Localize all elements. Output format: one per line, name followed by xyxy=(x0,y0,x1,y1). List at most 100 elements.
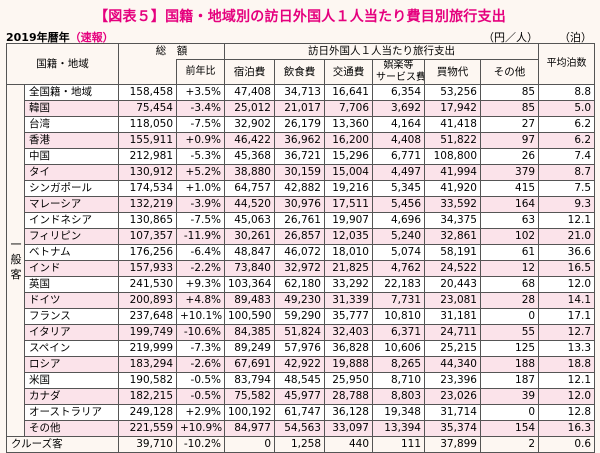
table-row: 台湾 118,050 -7.5% 32,902 26,179 13,360 4,164 41,… xyxy=(7,116,596,133)
cruise-name: クルーズ客 xyxy=(6,436,119,453)
row-food: 57,976 xyxy=(274,340,325,357)
row-shopping: 44,340 xyxy=(424,356,481,373)
row-total: 219,999 xyxy=(118,340,177,357)
row-other: 61 xyxy=(479,244,540,261)
row-name: タイ xyxy=(24,164,119,181)
row-transport: 19,888 xyxy=(324,356,373,373)
row-entertainment: 8,710 xyxy=(372,372,425,389)
header-group: 訪日外国人１人当たり旅行支出 xyxy=(223,43,540,60)
row-lodging: 75,582 xyxy=(224,388,275,405)
row-transport: 33,292 xyxy=(324,276,373,293)
row-name: 米国 xyxy=(24,372,119,389)
row-transport: 36,128 xyxy=(324,404,373,421)
row-name: 台湾 xyxy=(24,116,119,133)
row-shopping: 58,191 xyxy=(424,244,481,261)
row-other: 164 xyxy=(479,196,540,213)
row-yoy: +4.8% xyxy=(176,292,225,309)
row-total: 75,454 xyxy=(118,100,177,117)
row-yoy: -7.3% xyxy=(176,340,225,357)
table-row: 香港 155,911 +0.9% 46,422 36,962 16,200 4,408 51,… xyxy=(7,132,596,149)
row-entertainment: 10,810 xyxy=(372,308,425,325)
row-shopping: 31,181 xyxy=(424,308,481,325)
row-lodging: 100,192 xyxy=(224,404,275,421)
header-other: その他 xyxy=(479,59,540,85)
row-other: 0 xyxy=(479,404,540,421)
row-other: 188 xyxy=(479,356,540,373)
row-nights: 6.2 xyxy=(538,116,596,133)
row-nights: 14.1 xyxy=(538,292,596,309)
table-row: 韓国 75,454 -3.4% 25,012 21,017 7,706 3,692 17,94… xyxy=(7,100,596,117)
row-transport: 36,828 xyxy=(324,340,373,357)
table-row: ドイツ 200,893 +4.8% 89,483 49,230 31,339 7,731 23… xyxy=(7,292,596,309)
row-yoy: -2.2% xyxy=(176,260,225,277)
row-food: 46,072 xyxy=(274,244,325,261)
row-nights: 17.1 xyxy=(538,308,596,325)
row-other: 415 xyxy=(479,180,540,197)
row-shopping: 25,215 xyxy=(424,340,481,357)
row-shopping: 24,522 xyxy=(424,260,481,277)
cruise-entertainment: 111 xyxy=(372,436,425,453)
header-food: 飲食費 xyxy=(274,59,325,85)
header-total: 総 額 xyxy=(118,43,225,60)
row-entertainment: 4,408 xyxy=(372,132,425,149)
year-text: 2019年暦年 xyxy=(6,31,70,44)
row-name: ロシア xyxy=(24,356,119,373)
row-yoy: -2.6% xyxy=(176,356,225,373)
row-other: 187 xyxy=(479,372,540,389)
row-food: 54,563 xyxy=(274,420,325,437)
cruise-other: 2 xyxy=(479,436,540,453)
row-name: シンガポール xyxy=(24,180,119,197)
row-name: フランス xyxy=(24,308,119,325)
row-total: 199,749 xyxy=(118,324,177,341)
row-food: 48,545 xyxy=(274,372,325,389)
row-food: 32,972 xyxy=(274,260,325,277)
row-other: 26 xyxy=(479,148,540,165)
row-food: 30,159 xyxy=(274,164,325,181)
side-label: 一般客 xyxy=(10,238,22,281)
row-yoy: +5.2% xyxy=(176,164,225,181)
row-name: インド xyxy=(24,260,119,277)
row-other: 39 xyxy=(479,388,540,405)
row-food: 26,179 xyxy=(274,116,325,133)
row-shopping: 23,026 xyxy=(424,388,481,405)
row-name: ベトナム xyxy=(24,244,119,261)
cruise-total: 39,710 xyxy=(118,436,177,453)
row-name: カナダ xyxy=(24,388,119,405)
row-food: 36,721 xyxy=(274,148,325,165)
row-yoy: +0.9% xyxy=(176,132,225,149)
row-lodging: 89,249 xyxy=(224,340,275,357)
row-nights: 8.8 xyxy=(538,84,596,101)
row-nights: 9.3 xyxy=(538,196,596,213)
row-food: 36,962 xyxy=(274,132,325,149)
row-lodging: 48,847 xyxy=(224,244,275,261)
row-other: 154 xyxy=(479,420,540,437)
row-lodging: 64,757 xyxy=(224,180,275,197)
table-row: フィリピン 107,357 -11.9% 30,261 26,857 12,035 5,24… xyxy=(7,228,596,245)
row-nights: 7.4 xyxy=(538,148,596,165)
row-other: 379 xyxy=(479,164,540,181)
row-yoy: -3.4% xyxy=(176,100,225,117)
row-lodging: 100,590 xyxy=(224,308,275,325)
row-transport: 35,777 xyxy=(324,308,373,325)
row-other: 63 xyxy=(479,212,540,229)
row-total: 155,911 xyxy=(118,132,177,149)
row-name: 韓国 xyxy=(24,100,119,117)
row-transport: 15,004 xyxy=(324,164,373,181)
row-transport: 31,339 xyxy=(324,292,373,309)
row-transport: 28,788 xyxy=(324,388,373,405)
header-shopping: 買物代 xyxy=(424,59,481,85)
row-name: オーストラリア xyxy=(24,404,119,421)
row-total: 130,912 xyxy=(118,164,177,181)
row-food: 51,824 xyxy=(274,324,325,341)
row-nights: 13.3 xyxy=(538,340,596,357)
row-name: 全国籍・地域 xyxy=(24,84,119,101)
table-row: 一般客全国籍・地域 158,458 +3.5% 47,408 34,713 16,641 6… xyxy=(6,84,596,437)
row-shopping: 53,256 xyxy=(424,84,481,101)
table-body: 一般客全国籍・地域 158,458 +3.5% 47,408 34,713 16,641 6… xyxy=(6,84,596,437)
row-other: 102 xyxy=(479,228,540,245)
row-other: 125 xyxy=(479,340,540,357)
cruise-shopping: 37,899 xyxy=(424,436,481,453)
row-shopping: 24,711 xyxy=(424,324,481,341)
row-shopping: 32,861 xyxy=(424,228,481,245)
row-yoy: -7.5% xyxy=(176,212,225,229)
